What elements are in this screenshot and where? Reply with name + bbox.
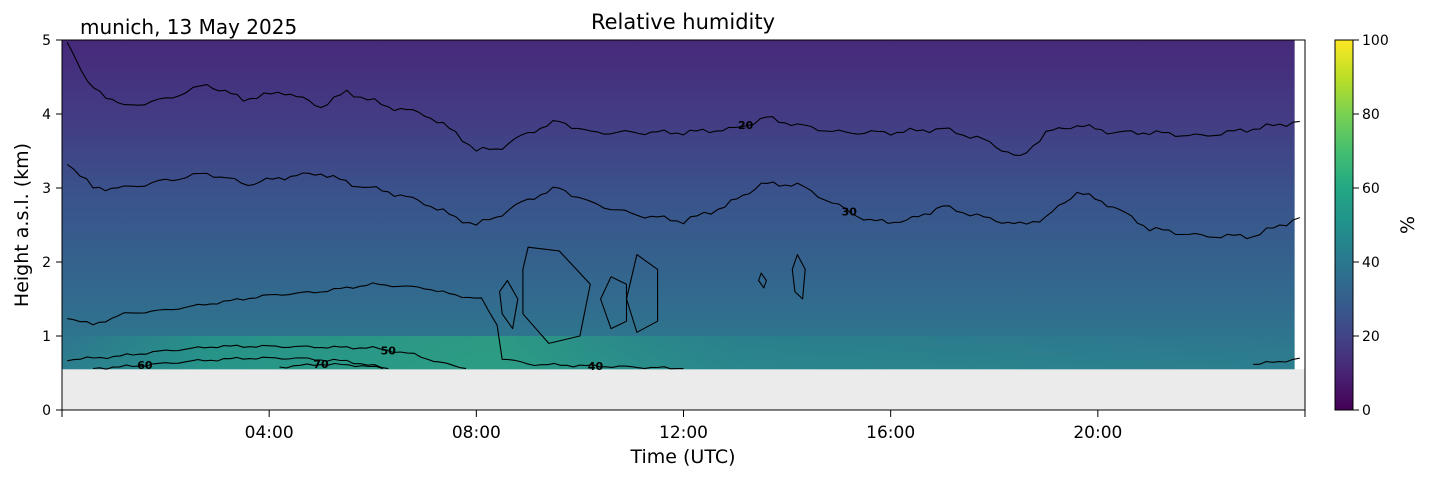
contour-closed xyxy=(625,254,659,333)
colorbar-tick-label: 60 xyxy=(1362,181,1380,197)
contour-labels: 20 30 40 50 60 70 xyxy=(137,119,857,373)
contour-closed xyxy=(600,276,628,330)
y-axis-label: Height a.s.l. (km) xyxy=(11,143,33,307)
y-axis: 0 1 2 3 4 5 xyxy=(42,33,62,419)
contour-label-30: 30 xyxy=(842,205,858,218)
y-tick-label: 0 xyxy=(42,403,51,419)
location-date-label: munich, 13 May 2025 xyxy=(80,15,297,39)
contour-lines xyxy=(66,42,1300,370)
colorbar-tick-label: 20 xyxy=(1362,329,1380,345)
y-tick-label: 4 xyxy=(42,107,51,123)
y-tick-label: 3 xyxy=(42,181,51,197)
y-tick-label: 1 xyxy=(42,329,51,345)
x-axis-label: Time (UTC) xyxy=(629,446,735,468)
colorbar-tick-label: 0 xyxy=(1362,403,1371,419)
contour-40 xyxy=(67,282,684,370)
contour-60 xyxy=(93,356,389,370)
colorbar-ticks: 0 20 40 60 80 100 xyxy=(1353,33,1389,419)
colorbar-tick-label: 80 xyxy=(1362,107,1380,123)
x-axis: 04:00 08:00 12:00 16:00 20:00 xyxy=(61,410,1306,443)
moist-layer xyxy=(62,336,1295,370)
x-tick-label: 08:00 xyxy=(452,423,501,443)
x-tick-label: 20:00 xyxy=(1073,423,1122,443)
contour-30 xyxy=(66,163,1300,240)
contour-label-50: 50 xyxy=(381,344,397,357)
no-data-region xyxy=(62,369,1305,410)
y-tick-label: 2 xyxy=(42,255,51,271)
contour-label-60: 60 xyxy=(137,359,153,372)
colorbar-tick-label: 40 xyxy=(1362,255,1380,271)
y-tick-label: 5 xyxy=(42,33,51,49)
contour-closed xyxy=(499,279,519,330)
x-tick-label: 04:00 xyxy=(245,423,294,443)
contour-label-40: 40 xyxy=(588,360,604,373)
plot-area: 20 30 40 50 60 70 xyxy=(62,40,1305,410)
contour-closed xyxy=(522,246,591,344)
contour-70 xyxy=(279,362,384,370)
colorbar xyxy=(1334,39,1354,411)
contour-40 xyxy=(1253,357,1300,365)
contour-50 xyxy=(67,344,467,370)
colorbar-tick-label: 100 xyxy=(1362,33,1389,49)
contour-closed xyxy=(791,254,806,300)
contour-label-20: 20 xyxy=(738,119,754,132)
x-tick-label: 16:00 xyxy=(866,423,915,443)
humidity-field xyxy=(62,40,1295,370)
contour-closed xyxy=(758,272,767,289)
contour-20 xyxy=(66,42,1300,157)
chart-title: Relative humidity xyxy=(591,10,775,34)
contour-label-70: 70 xyxy=(313,358,329,371)
colorbar-label: % xyxy=(1397,216,1419,234)
x-tick-label: 12:00 xyxy=(659,423,708,443)
